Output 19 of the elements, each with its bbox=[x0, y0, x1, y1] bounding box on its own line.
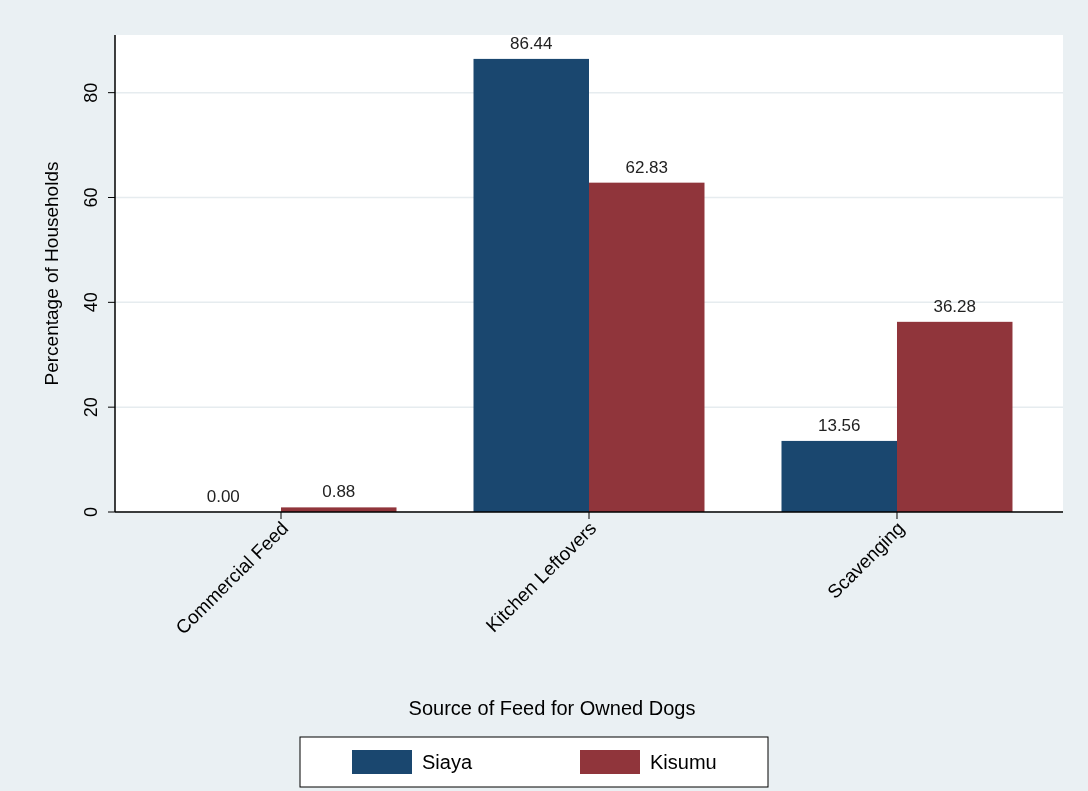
bar bbox=[589, 182, 705, 512]
bar bbox=[473, 58, 589, 512]
data-label: 0.88 bbox=[322, 482, 356, 502]
legend-label: Kisumu bbox=[650, 751, 717, 773]
data-label: 0.00 bbox=[206, 487, 240, 506]
data-label: 13.56 bbox=[817, 415, 861, 435]
y-tick-label: 80 bbox=[81, 82, 101, 103]
bar bbox=[781, 440, 897, 512]
data-label: 86.44 bbox=[509, 33, 553, 53]
data-label: 36.28 bbox=[933, 296, 977, 316]
y-tick-label: 60 bbox=[81, 187, 101, 208]
y-tick-label: 20 bbox=[81, 397, 101, 418]
data-label: 62.83 bbox=[625, 157, 669, 177]
y-tick-label: 40 bbox=[81, 292, 101, 313]
y-axis-title: Percentage of Households bbox=[41, 161, 62, 386]
x-axis-title: Source of Feed for Owned Dogs bbox=[408, 697, 696, 719]
y-tick-label: 0 bbox=[81, 506, 101, 518]
bar bbox=[896, 321, 1013, 512]
legend-label: Siaya bbox=[422, 751, 473, 773]
